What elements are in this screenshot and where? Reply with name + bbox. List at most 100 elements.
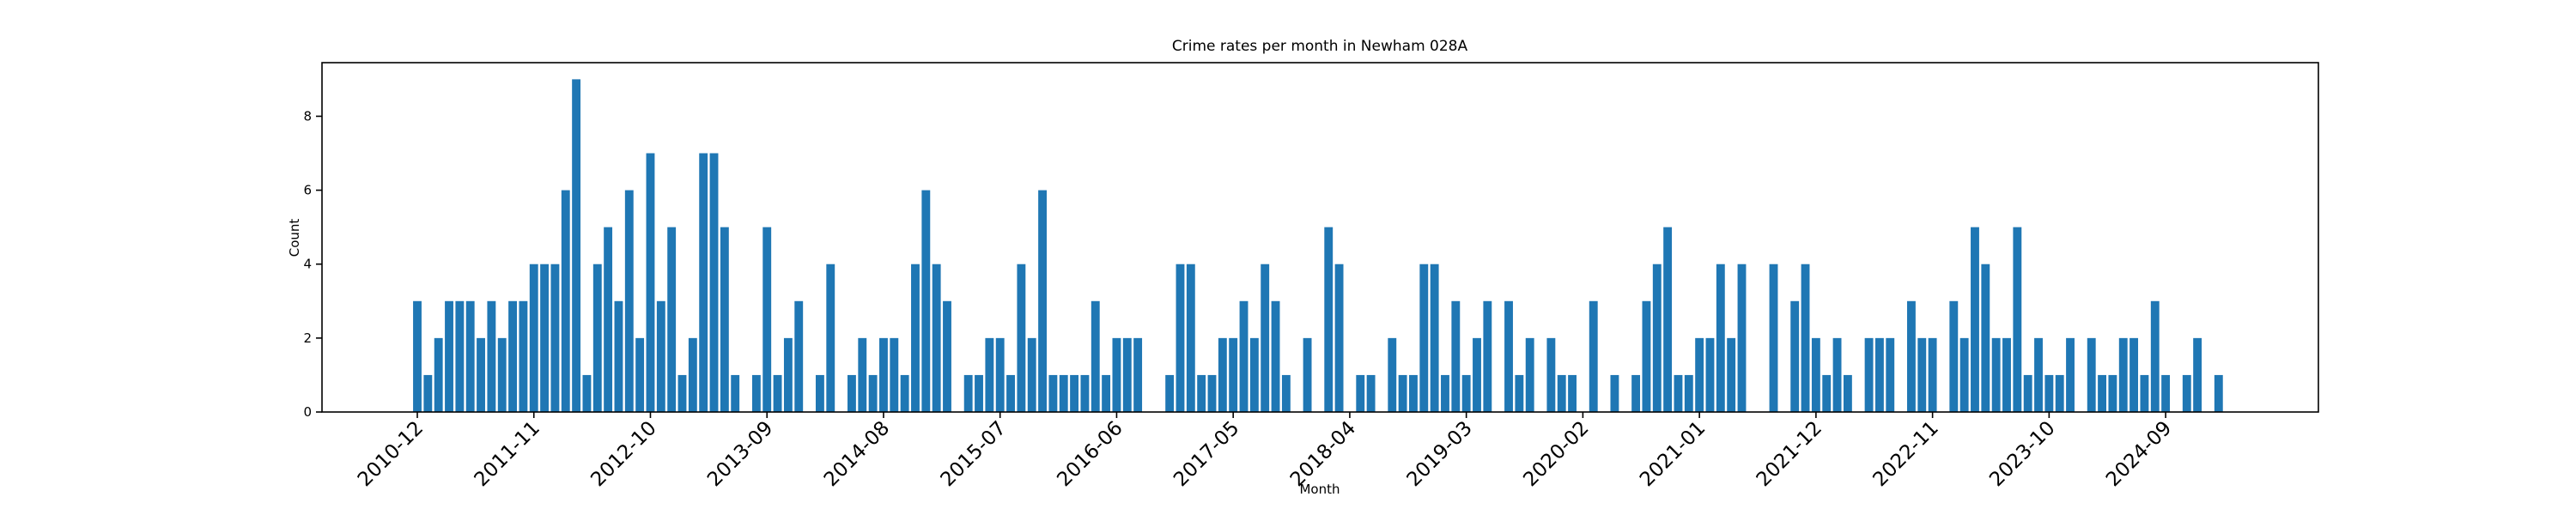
bar bbox=[1430, 264, 1439, 412]
bar bbox=[1356, 374, 1365, 412]
bar bbox=[1261, 264, 1270, 412]
y-tick-label: 4 bbox=[303, 257, 312, 272]
bar bbox=[592, 264, 602, 412]
bar bbox=[1705, 337, 1715, 412]
bar bbox=[1080, 374, 1090, 412]
bar bbox=[1695, 337, 1704, 412]
bar bbox=[2098, 374, 2106, 412]
x-tick-label: 2024-09 bbox=[2102, 417, 2176, 491]
x-tick-label: 2021-12 bbox=[1753, 417, 1826, 491]
bar bbox=[423, 374, 433, 412]
bar bbox=[1546, 337, 1556, 412]
bar bbox=[1038, 190, 1047, 413]
bar bbox=[1801, 264, 1810, 412]
bar bbox=[826, 264, 835, 412]
bar bbox=[2066, 337, 2075, 412]
bar bbox=[477, 337, 485, 412]
bar bbox=[1504, 300, 1513, 412]
bar bbox=[699, 153, 708, 412]
bar bbox=[1102, 374, 1111, 412]
bar bbox=[720, 227, 729, 412]
bar bbox=[1122, 337, 1132, 412]
x-tick-label: 2015-07 bbox=[937, 417, 1011, 491]
bar bbox=[656, 300, 665, 412]
bar bbox=[1907, 300, 1916, 412]
bar bbox=[1091, 300, 1100, 412]
bar bbox=[1324, 227, 1334, 412]
bar bbox=[1790, 300, 1800, 412]
bar bbox=[635, 337, 645, 412]
bar bbox=[2118, 337, 2128, 412]
bar bbox=[1737, 264, 1747, 412]
bar bbox=[1165, 374, 1175, 412]
bar bbox=[1822, 374, 1832, 412]
bar bbox=[995, 337, 1005, 412]
bar bbox=[1928, 337, 1937, 412]
bar bbox=[1303, 337, 1312, 412]
bar bbox=[2002, 337, 2011, 412]
x-tick-label: 2012-10 bbox=[586, 417, 660, 491]
bar bbox=[1112, 337, 1121, 412]
bar bbox=[868, 374, 878, 412]
bar bbox=[604, 227, 613, 412]
bar bbox=[561, 190, 570, 413]
bar bbox=[1388, 337, 1397, 412]
plot-frame bbox=[321, 62, 2319, 413]
bar bbox=[1249, 337, 1259, 412]
bar bbox=[1716, 264, 1725, 412]
bar bbox=[709, 153, 719, 412]
bar bbox=[794, 300, 804, 412]
bar bbox=[614, 300, 623, 412]
bar bbox=[1229, 337, 1238, 412]
bar bbox=[497, 337, 507, 412]
bar bbox=[677, 374, 687, 412]
bar bbox=[1006, 374, 1015, 412]
bar bbox=[900, 374, 909, 412]
y-axis-label: Count bbox=[287, 219, 302, 258]
bar bbox=[985, 337, 994, 412]
bar bbox=[2150, 300, 2160, 412]
bar bbox=[943, 300, 951, 412]
bar bbox=[1684, 374, 1693, 412]
bar bbox=[1568, 374, 1577, 412]
bar bbox=[667, 227, 677, 412]
y-tick-label: 6 bbox=[303, 183, 312, 198]
bar bbox=[1059, 374, 1068, 412]
bar bbox=[1610, 374, 1619, 412]
bar bbox=[858, 337, 867, 412]
x-tick-label: 2013-09 bbox=[703, 417, 777, 491]
bar bbox=[2087, 337, 2096, 412]
bar bbox=[1971, 227, 1979, 412]
bar bbox=[2034, 337, 2043, 412]
bar bbox=[1070, 374, 1079, 412]
bar bbox=[1218, 337, 1227, 412]
x-tick-label: 2011-11 bbox=[471, 417, 544, 491]
bar bbox=[1991, 337, 2001, 412]
bar bbox=[508, 300, 517, 412]
bar bbox=[455, 300, 465, 412]
bar bbox=[624, 190, 634, 413]
y-tick-label: 8 bbox=[303, 108, 312, 124]
bar bbox=[1334, 264, 1344, 412]
bar bbox=[921, 190, 931, 413]
x-tick-label: 2021-01 bbox=[1636, 417, 1710, 491]
bar bbox=[783, 337, 793, 412]
y-tick-label: 0 bbox=[303, 404, 312, 420]
bar bbox=[1451, 300, 1461, 412]
bar bbox=[2140, 374, 2149, 412]
bar bbox=[1483, 300, 1492, 412]
bar bbox=[963, 374, 973, 412]
bar bbox=[1441, 374, 1449, 412]
bar bbox=[879, 337, 888, 412]
bar bbox=[2182, 374, 2191, 412]
bar bbox=[1631, 374, 1641, 412]
bar bbox=[1239, 300, 1249, 412]
bar bbox=[975, 374, 983, 412]
bar bbox=[1959, 337, 1969, 412]
bar bbox=[1557, 374, 1566, 412]
bar bbox=[1917, 337, 1927, 412]
bar bbox=[1981, 264, 1990, 412]
x-tick-label: 2017-05 bbox=[1170, 417, 1243, 491]
bar bbox=[1663, 227, 1673, 412]
